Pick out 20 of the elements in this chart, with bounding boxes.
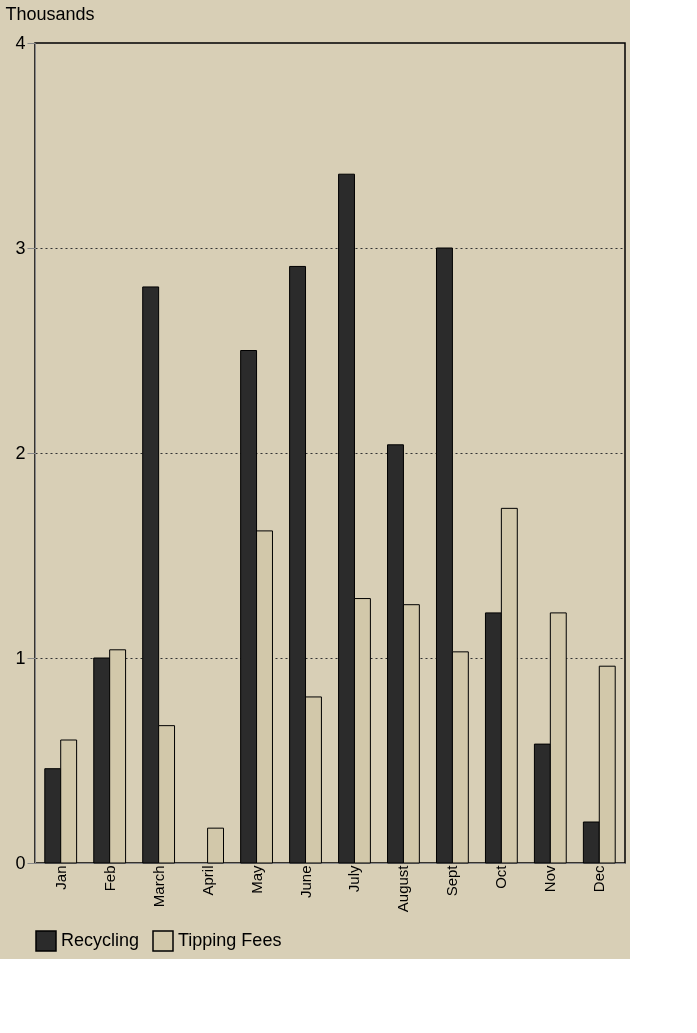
x-tick-label: June: [296, 865, 314, 899]
x-tick-label: Oct: [492, 864, 510, 889]
x-tick-label: May: [247, 865, 265, 894]
x-tick-label: Dec: [590, 865, 608, 893]
x-tick-label: Nov: [541, 865, 559, 893]
y-axis-title: Thousands: [5, 3, 95, 24]
x-tick-label: Sept: [443, 864, 461, 897]
x-tick-label: March: [149, 865, 167, 908]
x-tick-label: August: [394, 864, 412, 913]
x-tick-label: July: [345, 865, 363, 893]
y-tick-label: 1: [15, 647, 26, 668]
legend-label: Recycling: [61, 930, 140, 950]
x-tick-label: Feb: [100, 865, 118, 892]
y-tick-label: 0: [15, 852, 26, 873]
y-tick-label: 4: [15, 32, 26, 53]
x-tick-label: Jan: [51, 865, 69, 890]
y-tick-label: 3: [15, 237, 26, 258]
x-tick-label: April: [198, 865, 216, 896]
legend-label: Tipping Fees: [178, 930, 282, 950]
y-tick-label: 2: [15, 442, 26, 463]
